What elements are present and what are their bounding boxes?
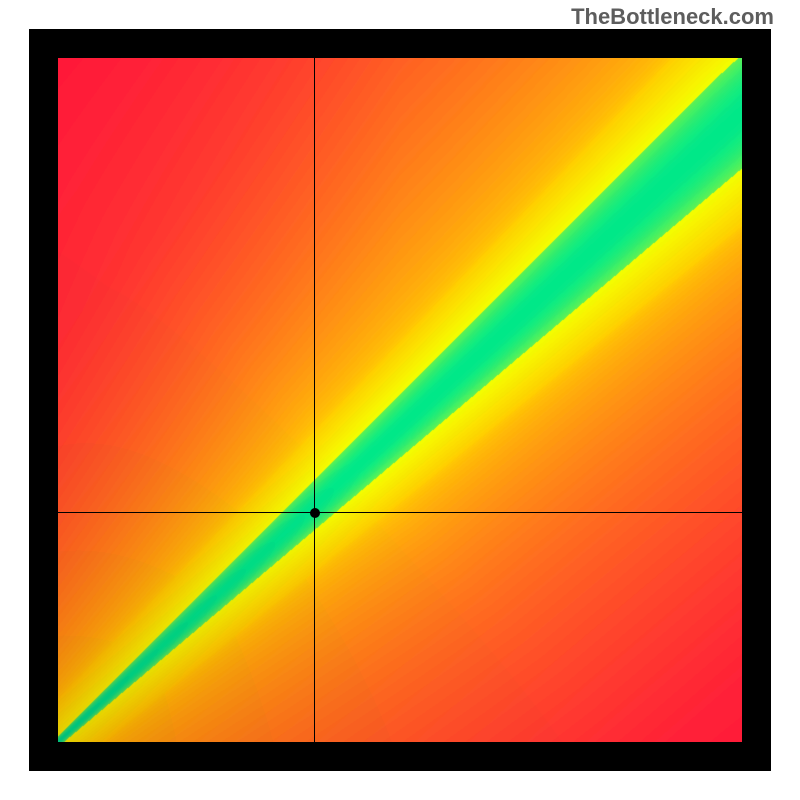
watermark-text: TheBottleneck.com <box>571 4 774 30</box>
crosshair-horizontal-line <box>58 512 742 513</box>
chart-container: TheBottleneck.com <box>0 0 800 800</box>
crosshair-marker-dot <box>310 508 320 518</box>
bottleneck-heatmap <box>58 58 742 742</box>
crosshair-vertical-line <box>314 58 315 742</box>
